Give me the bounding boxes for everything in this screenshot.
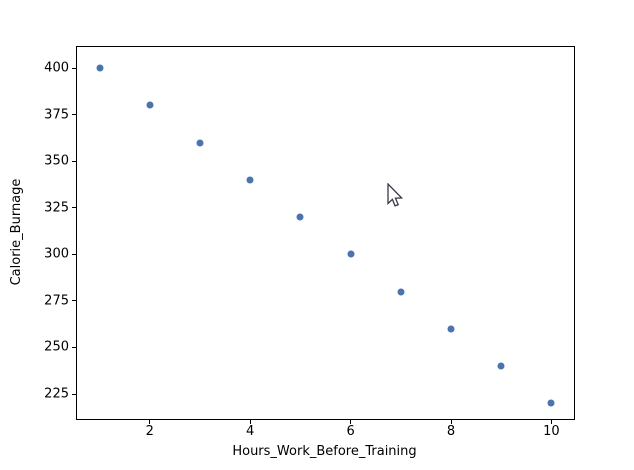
y-axis-tick	[72, 393, 76, 395]
scatter-point	[296, 213, 304, 221]
x-axis-tick	[249, 420, 251, 424]
y-axis-tick	[72, 346, 76, 348]
scatter-point	[497, 362, 505, 370]
scatter-point	[196, 139, 204, 147]
scatter-point	[347, 250, 355, 258]
x-tick-label: 4	[246, 424, 255, 439]
y-tick-label: 275	[44, 293, 69, 309]
y-axis-tick	[72, 160, 76, 162]
scatter-point	[447, 325, 455, 333]
y-axis-tick	[72, 67, 76, 69]
x-axis-tick	[149, 420, 151, 424]
y-tick-label: 375	[44, 107, 69, 123]
y-tick-label: 400	[44, 60, 69, 76]
y-tick-label: 300	[44, 246, 69, 262]
y-tick-label: 350	[44, 153, 69, 169]
y-axis-tick	[72, 253, 76, 255]
x-axis-label: Hours_Work_Before_Training	[232, 444, 417, 459]
y-tick-label: 225	[44, 386, 69, 402]
x-tick-label: 2	[145, 424, 154, 439]
x-axis-tick	[350, 420, 352, 424]
y-axis-tick	[72, 114, 76, 116]
x-tick-label: 6	[346, 424, 355, 439]
y-axis-tick	[72, 207, 76, 209]
scatter-point	[547, 399, 555, 407]
x-tick-label: 10	[543, 424, 560, 439]
plot-area: 2 4 6 8 10 225 250 275 300 325 350 375 400	[44, 46, 575, 438]
y-tick-label: 325	[44, 200, 69, 216]
scatter-point	[146, 101, 154, 109]
y-axis-tick	[72, 300, 76, 302]
y-axis-label: Calorie_Burnage	[9, 178, 25, 286]
x-tick-label: 8	[446, 424, 456, 439]
scatter-point	[246, 176, 254, 184]
scatter-point	[96, 64, 104, 72]
x-axis-tick	[550, 420, 552, 424]
scatter-point	[397, 288, 405, 296]
y-tick-label: 250	[44, 339, 69, 355]
x-axis-tick	[450, 420, 452, 424]
